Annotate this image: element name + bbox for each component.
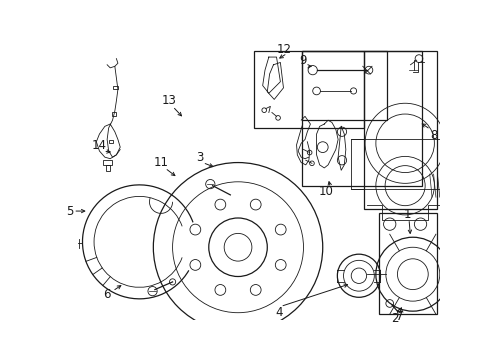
- Bar: [254, 51, 364, 128]
- Text: 5: 5: [67, 204, 74, 217]
- Bar: [379, 213, 438, 314]
- Text: 12: 12: [277, 43, 292, 56]
- Text: 10: 10: [318, 185, 333, 198]
- Text: 11: 11: [153, 156, 169, 169]
- Bar: [302, 51, 422, 186]
- Bar: [112, 112, 117, 116]
- Text: 6: 6: [103, 288, 111, 301]
- Text: 2: 2: [392, 312, 399, 325]
- Text: 3: 3: [196, 150, 203, 164]
- Bar: [102, 160, 112, 165]
- Bar: [113, 86, 118, 89]
- Bar: [109, 140, 113, 143]
- Text: 7: 7: [396, 310, 403, 323]
- Text: 9: 9: [299, 54, 306, 67]
- Bar: [365, 51, 438, 209]
- Bar: [302, 51, 387, 120]
- Text: 13: 13: [161, 94, 176, 107]
- Bar: [106, 165, 110, 171]
- Text: 1: 1: [404, 208, 411, 221]
- Text: 4: 4: [276, 306, 283, 319]
- Text: 8: 8: [430, 129, 437, 142]
- Text: 14: 14: [92, 139, 107, 152]
